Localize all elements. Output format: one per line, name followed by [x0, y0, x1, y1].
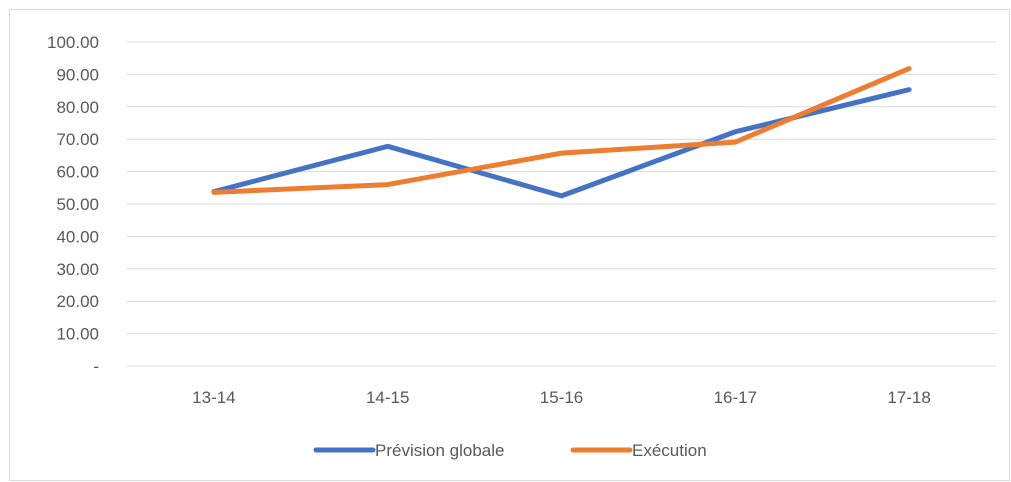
y-axis-tick-labels: - 10.00 20.00 30.00 40.00 50.00 60.00 70.00 80.0… — [47, 33, 99, 376]
series-lines — [211, 66, 912, 199]
x-tick-label: 17-18 — [887, 388, 930, 407]
y-tick-label: 10.00 — [56, 325, 99, 344]
y-tick-label: 100.00 — [47, 33, 99, 52]
y-tick-label: 60.00 — [56, 163, 99, 182]
y-tick-label: 30.00 — [56, 260, 99, 279]
y-tick-label: 70.00 — [56, 130, 99, 149]
x-tick-label: 14-15 — [366, 388, 409, 407]
y-tick-label: - — [93, 357, 99, 376]
y-tick-label: 20.00 — [56, 292, 99, 311]
series-line-execution — [211, 66, 912, 195]
legend-label: Prévision globale — [375, 441, 504, 460]
x-tick-label: 15-16 — [540, 388, 583, 407]
legend: Prévision globale Exécution — [313, 441, 707, 460]
series-line-prevision-globale — [211, 87, 912, 199]
y-tick-label: 80.00 — [56, 98, 99, 117]
x-tick-label: 13-14 — [192, 388, 235, 407]
legend-label: Exécution — [632, 441, 707, 460]
chart-frame — [9, 9, 1010, 481]
gridlines — [127, 41, 996, 367]
x-tick-label: 16-17 — [714, 388, 757, 407]
y-tick-label: 90.00 — [56, 65, 99, 84]
y-tick-label: 50.00 — [56, 195, 99, 214]
y-tick-label: 40.00 — [56, 227, 99, 246]
x-axis-tick-labels: 13-14 14-15 15-16 16-17 17-18 — [192, 388, 931, 407]
